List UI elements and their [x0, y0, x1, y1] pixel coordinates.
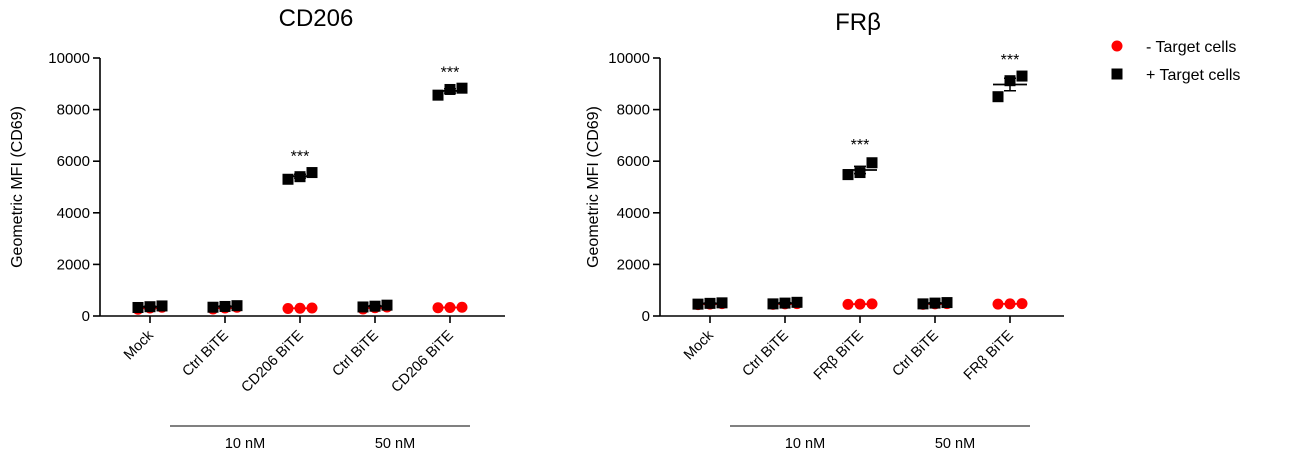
y-tick-label: 10000 — [48, 50, 90, 67]
data-point — [282, 173, 294, 185]
data-point — [992, 91, 1004, 103]
significance-label: *** — [291, 149, 310, 166]
data-point — [854, 298, 866, 310]
legend-label: + Target cells — [1146, 67, 1240, 84]
data-point — [294, 302, 306, 314]
legend-label: - Target cells — [1146, 39, 1236, 56]
series-minus-target — [692, 298, 1028, 311]
data-point — [306, 302, 318, 314]
data-point — [369, 300, 381, 312]
y-tick-label: 0 — [642, 308, 650, 325]
y-tick-label: 4000 — [57, 205, 90, 222]
chart-panel-2: FRβ 0 2000 4000 6000 8000 10000 Geometric MFI (… — [585, 9, 1064, 452]
group-label: 50 nM — [935, 436, 975, 452]
legend-marker-square — [1111, 68, 1123, 80]
y-tick-label: 0 — [82, 308, 90, 325]
data-point — [306, 167, 318, 179]
data-point — [842, 298, 854, 310]
y-tick-label: 4000 — [617, 205, 650, 222]
legend-marker-circle — [1111, 40, 1123, 52]
data-point — [444, 301, 456, 313]
series-plus-target — [132, 82, 468, 313]
data-point — [866, 157, 878, 169]
x-tick-label: CD206 BiTE — [389, 327, 458, 396]
data-point — [716, 297, 728, 309]
y-tick-label: 10000 — [608, 50, 650, 67]
x-tick-label: Mock — [121, 327, 157, 363]
x-tick-label: Mock — [681, 327, 717, 363]
data-point — [219, 300, 231, 312]
data-point — [432, 302, 444, 314]
x-tick-label: FRβ BiTE — [961, 327, 1017, 383]
data-point — [132, 301, 144, 313]
y-tick-label: 6000 — [57, 153, 90, 170]
data-point — [779, 297, 791, 309]
x-tick-label: Ctrl BiTE — [180, 327, 233, 380]
x-tick-label: Ctrl BiTE — [740, 327, 793, 380]
data-point — [704, 297, 716, 309]
y-tick-label: 8000 — [57, 102, 90, 119]
chart-title: CD206 — [279, 5, 354, 32]
data-point — [282, 303, 294, 315]
chart-title: FRβ — [835, 9, 881, 36]
series-plus-target — [692, 70, 1028, 310]
x-tick-label: CD206 BiTE — [239, 327, 308, 396]
data-point — [854, 167, 866, 179]
data-point — [917, 298, 929, 310]
data-point — [294, 171, 306, 183]
data-point — [929, 297, 941, 309]
data-point — [144, 301, 156, 313]
data-point — [767, 298, 779, 310]
y-tick-label: 2000 — [57, 256, 90, 273]
legend: - Target cells + Target cells — [1111, 39, 1240, 84]
x-tick-label: Ctrl BiTE — [890, 327, 943, 380]
x-tick-label: Ctrl BiTE — [330, 327, 383, 380]
data-point — [692, 298, 704, 310]
significance-label: *** — [1001, 52, 1020, 69]
chart-panel-1: CD206 0 2000 4000 6000 8000 10000 Geometric MFI… — [9, 5, 505, 452]
data-point — [231, 300, 243, 312]
y-axis-label: Geometric MFI (CD69) — [9, 106, 26, 268]
data-point — [1016, 298, 1028, 310]
data-point — [456, 82, 468, 94]
data-point — [1016, 70, 1028, 82]
data-point — [842, 169, 854, 181]
data-point — [1004, 298, 1016, 310]
x-tick-label: FRβ BiTE — [811, 327, 867, 383]
group-label: 10 nM — [785, 436, 825, 452]
data-point — [381, 299, 393, 311]
data-point — [992, 298, 1004, 310]
data-point — [444, 83, 456, 95]
y-tick-label: 6000 — [617, 153, 650, 170]
data-point — [207, 301, 219, 313]
data-point — [941, 297, 953, 309]
y-tick-label: 2000 — [617, 256, 650, 273]
group-label: 10 nM — [225, 436, 265, 452]
data-point — [357, 301, 369, 313]
data-point — [866, 298, 878, 310]
y-axis-label: Geometric MFI (CD69) — [585, 106, 602, 268]
data-point — [156, 300, 168, 312]
group-label: 50 nM — [375, 436, 415, 452]
series-minus-target — [132, 301, 468, 315]
data-point — [432, 89, 444, 101]
significance-label: *** — [851, 137, 870, 154]
significance-label: *** — [441, 65, 460, 82]
data-point — [456, 301, 468, 313]
data-point — [791, 296, 803, 308]
data-point — [1004, 75, 1016, 87]
y-tick-label: 8000 — [617, 102, 650, 119]
